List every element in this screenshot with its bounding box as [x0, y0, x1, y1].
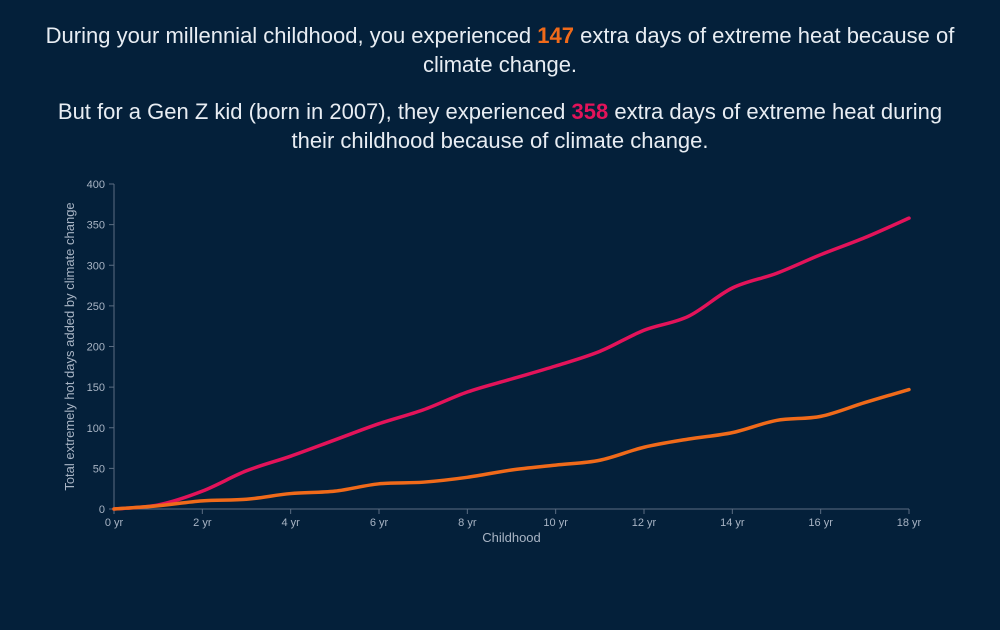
x-tick-label: 6 yr [370, 517, 389, 529]
x-axis-title: Childhood [482, 530, 541, 545]
x-tick-label: 12 yr [632, 517, 657, 529]
millennial-series-line [112, 387, 911, 511]
x-tick-label: 18 yr [897, 517, 922, 529]
y-tick-label: 350 [87, 220, 105, 232]
genz-days-value: 358 [571, 99, 609, 124]
x-tick-label: 10 yr [543, 517, 568, 529]
y-tick-label: 200 [87, 342, 105, 354]
chart-axes: 0 50 100 150 200 250 300 350 400 0 yr 2 yr 4 yr 6 yr… [87, 179, 922, 529]
x-tick-label: 16 yr [808, 517, 833, 529]
chart-series-layer [112, 216, 911, 511]
headline-millennial-text-start: During your millennial childhood, you ex… [45, 23, 538, 48]
headline-genz: But for a Gen Z kid (born in 2007), they… [40, 97, 960, 155]
y-tick-label: 250 [87, 301, 105, 313]
x-tick-label: 4 yr [281, 517, 300, 529]
y-tick-label: 150 [87, 382, 105, 394]
millennial-days-value: 147 [537, 23, 574, 48]
x-tick-label: 2 yr [193, 517, 212, 529]
y-tick-label: 400 [87, 179, 105, 191]
headline-millennial-text-end: extra days of extreme heat because of cl… [422, 23, 955, 77]
x-tick-label: 14 yr [720, 517, 745, 529]
x-tick-label: 0 yr [105, 517, 124, 529]
y-tick-label: 0 [99, 504, 105, 516]
headline-genz-text-end: extra days of extreme heat during their … [291, 99, 943, 153]
headline-millennial: During your millennial childhood, you ex… [40, 21, 960, 79]
headline-genz-text-start: But for a Gen Z kid (born in 2007), they… [57, 99, 572, 124]
y-tick-label: 50 [93, 463, 105, 475]
y-axis-title: Total extremely hot days added by climat… [62, 202, 77, 490]
y-tick-label: 100 [87, 423, 105, 435]
x-tick-label: 8 yr [458, 517, 477, 529]
genz-series-line [112, 216, 911, 511]
y-tick-label: 300 [87, 260, 105, 272]
